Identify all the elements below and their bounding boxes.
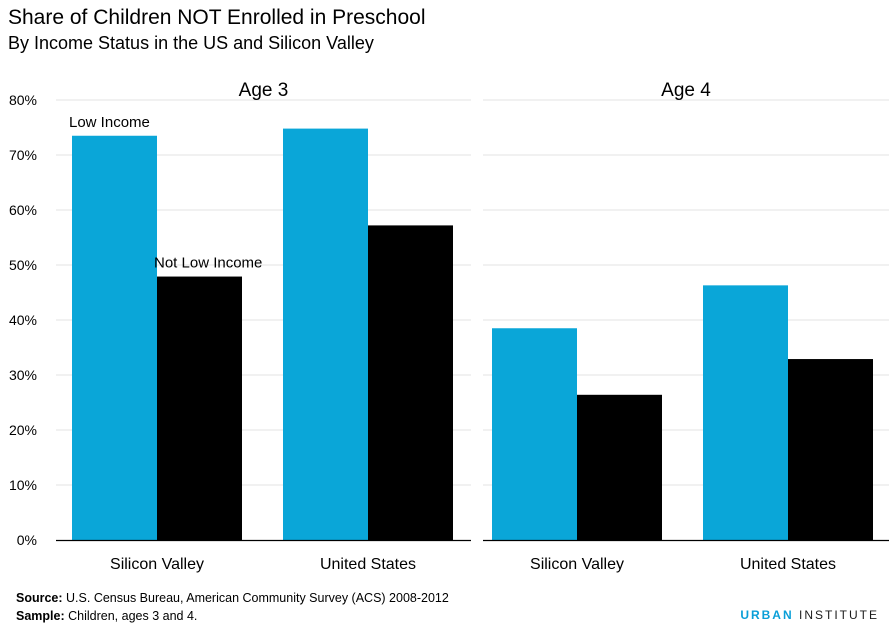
brand-first: URBAN — [740, 608, 794, 622]
series-label: Not Low Income — [154, 255, 262, 272]
x-category-label: United States — [740, 556, 836, 573]
sample-text: Children, ages 3 and 4. — [68, 609, 198, 623]
bar — [703, 285, 788, 540]
y-tick-label: 0% — [17, 532, 37, 548]
sample-label: Sample: — [16, 609, 65, 623]
bar-chart: 0% 10% 20% 30% 40% 50% 60% 70% 80% Age 3 Silicon V… — [9, 80, 889, 573]
y-tick-label: 80% — [9, 92, 37, 108]
x-category-label: United States — [320, 556, 416, 573]
bar — [157, 276, 242, 540]
x-category-label: Silicon Valley — [530, 556, 624, 573]
bar — [283, 128, 368, 540]
series-label: Low Income — [69, 114, 150, 131]
source-text: U.S. Census Bureau, American Community S… — [66, 591, 449, 605]
y-tick-label: 10% — [9, 477, 37, 493]
y-tick-label: 40% — [9, 312, 37, 328]
source-label: Source: — [16, 591, 63, 605]
y-tick-label: 30% — [9, 367, 37, 383]
bar — [577, 394, 662, 540]
brand-second: INSTITUTE — [799, 608, 879, 622]
bar — [492, 328, 577, 540]
bar — [368, 225, 453, 540]
panel-title: Age 4 — [661, 80, 711, 101]
y-tick-label: 50% — [9, 257, 37, 273]
bar — [788, 359, 873, 540]
sample-note: Sample: Children, ages 3 and 4. — [16, 609, 197, 623]
y-tick-label: 60% — [9, 202, 37, 218]
chart-title: Share of Children NOT Enrolled in Presch… — [8, 6, 426, 29]
y-tick-label: 20% — [9, 422, 37, 438]
source-note: Source: U.S. Census Bureau, American Com… — [16, 591, 449, 605]
y-tick-label: 70% — [9, 147, 37, 163]
panel-title: Age 3 — [239, 80, 289, 101]
urban-institute-logo: URBAN INSTITUTE — [740, 608, 879, 622]
x-category-label: Silicon Valley — [110, 556, 204, 573]
bar — [72, 135, 157, 540]
chart-subtitle: By Income Status in the US and Silicon V… — [8, 33, 374, 53]
